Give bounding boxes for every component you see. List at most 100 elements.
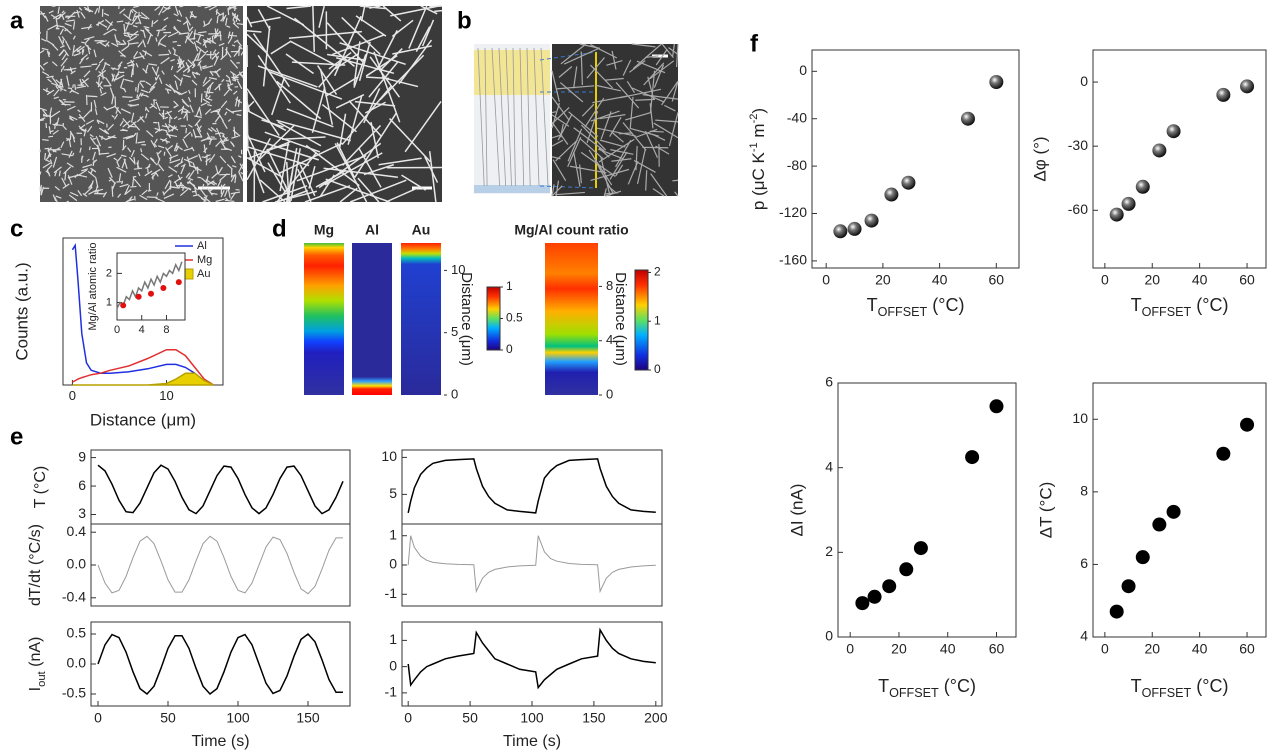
label-part: I [27,687,44,691]
texture [580,124,607,151]
texture [159,138,170,143]
x-axis-label: TOFFSET (°C) [1131,676,1229,701]
texture [188,26,194,32]
texture [116,161,120,168]
y-tick-label: 0 [606,386,613,401]
texture [286,5,312,10]
texture [81,41,87,44]
texture [382,5,402,22]
texture [333,15,362,77]
texture [233,47,242,58]
y-tick-label: 6 [825,374,833,390]
texture [128,42,139,45]
texture [581,103,595,117]
texture [123,23,126,35]
texture [185,172,191,178]
texture [156,28,166,32]
y-tick-label: 8 [1080,483,1088,499]
data-point [1216,446,1231,461]
texture [551,70,560,102]
data-point [1109,207,1124,222]
texture [177,58,182,68]
texture [227,31,231,39]
texture [398,39,433,85]
texture [146,163,151,169]
texture [271,76,286,116]
colorbar-tick-label: 1 [654,313,661,327]
heatmap-column [545,243,598,395]
texture [645,170,648,191]
texture [42,113,48,118]
texture [72,35,76,40]
texture [47,78,52,83]
texture [192,194,200,197]
x-tick-label: 50 [462,709,478,725]
texture [318,60,342,88]
texture [323,167,398,178]
texture [115,74,125,81]
texture [252,33,291,88]
texture [339,42,406,66]
texture [140,89,149,93]
plot-frame [1092,49,1267,269]
texture [183,158,193,164]
texture [157,145,165,149]
texture [168,116,171,124]
texture [246,16,253,28]
data-point [855,596,870,611]
label-part: out [36,670,48,686]
texture [51,76,59,87]
texture [55,85,59,90]
texture [150,157,155,162]
texture [202,137,209,142]
texture [308,165,316,189]
texture [153,19,159,25]
texture [674,191,679,197]
texture [348,100,382,137]
texture [105,77,112,87]
x-axis-label: Time (s) [191,733,249,750]
texture [205,87,210,98]
texture [154,127,162,132]
texture [262,185,308,203]
texture [83,128,87,137]
texture [264,131,321,153]
legend-label: Mg [197,254,212,266]
texture [202,79,211,87]
texture [62,183,70,189]
label-part: -2 [748,114,760,124]
texture [187,30,194,40]
texture [42,138,49,141]
texture [200,93,203,103]
texture [175,145,180,152]
texture [107,123,115,131]
texture [246,101,250,112]
texture [661,80,679,106]
y-axis-label: ΔT (°C) [1036,482,1055,539]
texture [104,41,110,47]
texture [46,75,54,79]
texture [118,173,122,182]
panel-label: c [10,215,23,242]
texture [61,103,71,106]
texture [158,53,170,56]
texture [60,45,65,49]
texture [198,107,202,117]
texture [196,127,203,138]
data-point [864,213,879,228]
texture [232,72,237,82]
texture [172,40,177,43]
y-tick-label: -30 [1068,137,1088,153]
texture [156,192,159,196]
texture [563,47,599,65]
texture [72,84,74,88]
texture [556,85,595,90]
texture [215,132,221,135]
texture [140,29,145,32]
texture [148,86,155,94]
texture [231,135,239,139]
texture [111,114,115,118]
texture [155,74,160,81]
x-tick-label: 150 [296,709,320,725]
y-tick-label: 1 [389,631,397,647]
